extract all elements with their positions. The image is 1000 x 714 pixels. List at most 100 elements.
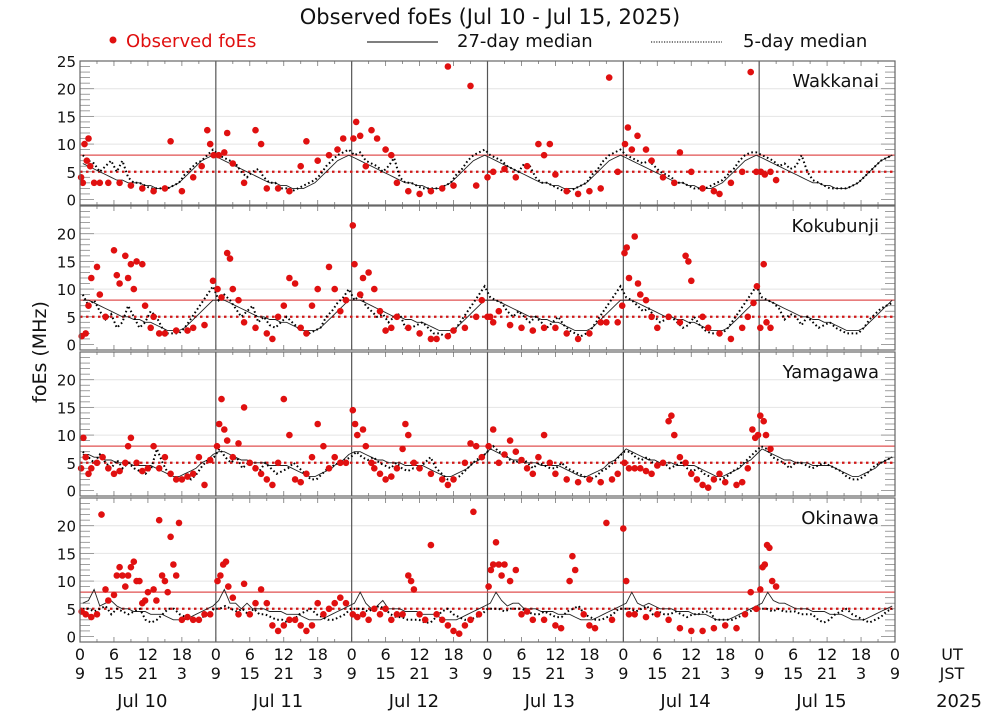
- observed-point: [699, 313, 706, 321]
- x-tick-label-ut: 12: [545, 645, 565, 664]
- observed-point: [485, 583, 492, 590]
- observed-point: [371, 285, 378, 293]
- x-tick-label-jst: 15: [783, 664, 803, 683]
- observed-point: [512, 448, 520, 456]
- observed-point: [546, 140, 554, 148]
- panel-wakkanai: 0 5 10 15 20 25 Wakkanai: [57, 53, 896, 209]
- station-label: Kokubunji: [792, 216, 879, 237]
- observed-point: [229, 453, 237, 461]
- x-tick-label-ut: 0: [890, 645, 900, 664]
- x-tick-label-jst: 15: [240, 664, 260, 683]
- observed-point: [356, 132, 364, 140]
- observed-point: [529, 470, 537, 478]
- observed-point: [314, 157, 322, 164]
- observed-point: [189, 470, 197, 478]
- observed-point: [671, 431, 678, 439]
- observed-point: [349, 222, 357, 229]
- y-tick-label: 20: [57, 81, 76, 99]
- observed-point: [637, 465, 644, 472]
- x-tick-label-jst: 15: [375, 664, 395, 683]
- observed-point: [274, 459, 282, 467]
- observed-point: [342, 459, 350, 467]
- observed-point: [246, 459, 254, 467]
- observed-point: [110, 247, 118, 254]
- observed-point: [209, 277, 217, 285]
- observed-point: [461, 324, 469, 332]
- observed-point: [388, 324, 395, 332]
- x-tick-label-jst: 9: [75, 664, 85, 683]
- observed-point: [354, 613, 361, 621]
- observed-point: [81, 140, 88, 148]
- day-label: Jul 11: [252, 691, 303, 712]
- observed-point: [99, 453, 106, 461]
- observed-point: [184, 613, 191, 621]
- observed-point: [563, 330, 570, 337]
- observed-point: [167, 138, 174, 145]
- y-tick-label: 5: [66, 164, 76, 182]
- observed-point: [77, 465, 85, 472]
- x-tick-label-jst: 15: [647, 664, 667, 683]
- observed-point: [130, 285, 138, 293]
- observed-point: [405, 431, 412, 439]
- observed-point: [668, 412, 675, 420]
- observed-point: [563, 187, 570, 195]
- observed-point: [141, 302, 149, 310]
- y-tick-label: 20: [57, 226, 76, 244]
- observed-point: [608, 476, 616, 483]
- observed-point: [223, 437, 231, 444]
- x-tick-label-jst: 3: [177, 664, 187, 683]
- x-tick-label-ut: 6: [245, 645, 255, 664]
- observed-point: [172, 572, 180, 579]
- observed-point: [280, 395, 288, 403]
- observed-point: [399, 611, 406, 618]
- observed-point: [637, 291, 644, 298]
- y-tick-label: 5: [66, 601, 76, 619]
- observed-point: [354, 431, 361, 439]
- observed-point: [563, 476, 570, 483]
- observed-point: [433, 611, 440, 618]
- observed-point: [235, 440, 242, 447]
- observed-point: [699, 185, 706, 192]
- observed-point: [591, 624, 599, 632]
- observed-point: [472, 442, 480, 450]
- legend-observed-dot: [109, 36, 117, 44]
- observed-point: [122, 252, 129, 260]
- observed-point: [263, 330, 271, 337]
- observed-point: [410, 459, 418, 467]
- y-tick-label: 15: [57, 399, 76, 417]
- observed-point: [512, 174, 520, 181]
- observed-point: [153, 597, 160, 604]
- observed-point: [116, 563, 123, 571]
- observed-point: [314, 599, 322, 607]
- observed-point: [102, 313, 109, 321]
- station-label: Yamagawa: [782, 362, 879, 383]
- observed-point: [116, 280, 123, 287]
- observed-point: [416, 465, 423, 472]
- observed-point: [365, 616, 372, 624]
- observed-point: [314, 285, 322, 293]
- observed-point: [79, 179, 87, 187]
- observed-point: [240, 179, 248, 187]
- observed-point: [760, 260, 767, 268]
- observed-point: [648, 313, 655, 321]
- observed-point: [382, 146, 389, 153]
- observed-point: [574, 190, 582, 198]
- observed-point: [286, 187, 293, 195]
- observed-point: [535, 453, 542, 461]
- observed-point: [297, 478, 305, 486]
- observed-point: [586, 330, 593, 337]
- observed-point: [147, 324, 154, 332]
- observed-point: [444, 622, 452, 629]
- observed-point: [495, 561, 503, 568]
- observed-point: [760, 417, 767, 425]
- observed-point: [767, 168, 774, 176]
- observed-point: [495, 307, 503, 315]
- observed-point: [665, 417, 672, 425]
- panel-frame: [79, 60, 896, 206]
- observed-point: [222, 558, 230, 565]
- observed-point: [716, 470, 723, 478]
- observed-point: [642, 296, 650, 304]
- observed-point: [297, 324, 305, 332]
- day-label: Jul 14: [659, 691, 710, 712]
- observed-point: [303, 138, 310, 145]
